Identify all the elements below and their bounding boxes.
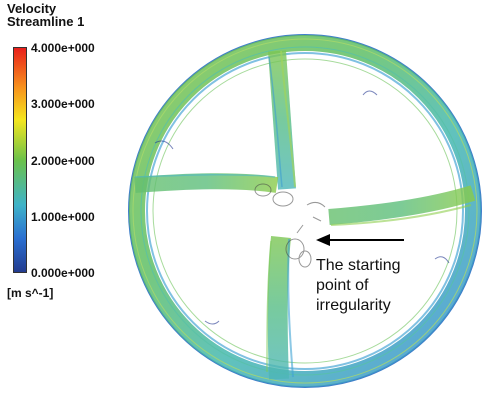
legend-subtitle: Streamline 1 [7,14,85,29]
streamline-visualization [128,34,482,388]
annotation-arrow [316,234,404,246]
vertical-arm [266,50,296,380]
center-eddies [254,183,326,268]
annotation-text: The starting point of irregularity [316,256,400,316]
annotation-line: point of [316,277,369,294]
color-bar [13,47,27,273]
annotation-line: The starting [316,257,401,274]
edge-eddies [154,90,450,325]
legend-title: Velocity [7,1,57,16]
tick-label-3: 3.000e+000 [31,97,95,111]
tick-label-min: 0.000e+000 [31,266,95,280]
tick-label-1: 1.000e+000 [31,210,95,224]
legend-units: [m s^-1] [7,286,54,300]
horizontal-arm [134,173,476,226]
velocity-legend: Velocity Streamline 1 4.000e+000 3.000e+… [0,0,140,301]
outer-ring [128,34,482,388]
annotation-line: irregularity [316,297,391,314]
tick-label-2: 2.000e+000 [31,154,95,168]
tick-label-max: 4.000e+000 [31,41,95,55]
